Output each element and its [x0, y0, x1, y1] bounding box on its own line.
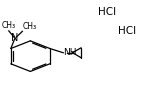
Text: N: N — [11, 33, 19, 43]
Text: CH₃: CH₃ — [2, 21, 16, 30]
Text: CH₃: CH₃ — [23, 22, 37, 31]
Text: HCl: HCl — [98, 7, 116, 17]
Text: HCl: HCl — [118, 26, 136, 36]
Text: NH: NH — [64, 48, 77, 57]
